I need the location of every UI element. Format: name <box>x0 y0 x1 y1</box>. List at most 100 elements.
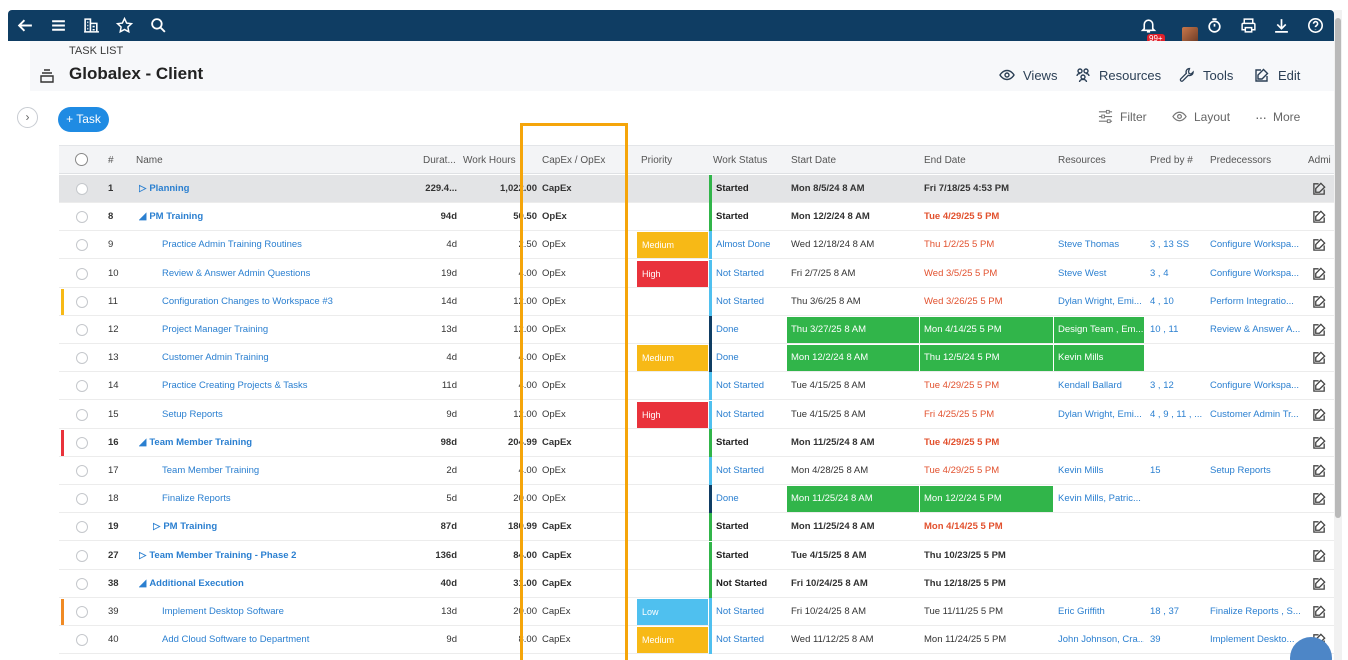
column-header-capex-opex[interactable]: CapEx / OpEx <box>542 155 606 166</box>
predecessors-cell[interactable]: Finalize Reports , S... <box>1210 606 1301 617</box>
row-edit-icon[interactable] <box>1312 548 1327 563</box>
work-status-cell[interactable]: Not Started <box>716 465 765 476</box>
task-name-link[interactable]: Configuration Changes to Workspace #3 <box>162 288 414 316</box>
capex-opex-cell[interactable]: OpEx <box>542 380 566 392</box>
tools-button[interactable]: Tools <box>1179 67 1233 83</box>
pred-by-cell[interactable]: 10 , 11 <box>1150 324 1179 335</box>
capex-opex-cell[interactable]: OpEx <box>542 352 566 364</box>
column-header-admin[interactable]: Admi <box>1308 155 1331 166</box>
end-date-cell[interactable]: Mon 4/14/25 5 PM <box>924 521 1003 533</box>
start-date-cell[interactable]: Thu 3/27/25 8 AM <box>791 324 866 335</box>
download-icon[interactable] <box>1272 16 1291 35</box>
notification-bell-icon[interactable] <box>1139 16 1158 35</box>
row-select-checkbox[interactable] <box>76 436 88 449</box>
end-date-cell[interactable]: Tue 4/29/25 5 PM <box>924 211 1000 223</box>
resources-cell[interactable]: Kevin Mills <box>1058 352 1104 364</box>
table-row[interactable]: 12 Project Manager Training 13d 12.00 OpEx Do… <box>59 316 1334 344</box>
pred-by-cell[interactable]: 4 , 9 , 11 , ... <box>1150 408 1203 420</box>
row-edit-icon[interactable] <box>1312 604 1327 619</box>
table-row[interactable]: 9 Practice Admin Training Routines 4d 2.50 O… <box>59 231 1334 260</box>
timer-icon[interactable] <box>1205 16 1224 35</box>
capex-opex-cell[interactable]: OpEx <box>542 465 566 476</box>
resources-cell[interactable]: Dylan Wright, Emi... <box>1058 295 1142 307</box>
row-edit-icon[interactable] <box>1312 491 1327 506</box>
column-header-pred-by[interactable]: Pred by # <box>1150 155 1193 166</box>
end-date-cell[interactable]: Mon 11/24/25 5 PM <box>924 634 1007 646</box>
column-header-resources[interactable]: Resources <box>1058 155 1106 166</box>
priority-badge[interactable]: Medium <box>637 345 708 372</box>
work-status-cell[interactable]: Almost Done <box>716 239 771 251</box>
predecessors-cell[interactable]: Setup Reports <box>1210 465 1271 476</box>
end-date-cell[interactable]: Mon 12/2/24 5 PM <box>924 493 1002 505</box>
task-name-link[interactable]: Practice Admin Training Routines <box>162 231 414 259</box>
capex-opex-cell[interactable]: CapEx <box>542 183 572 194</box>
capex-opex-cell[interactable]: OpEx <box>542 211 567 223</box>
end-date-cell[interactable]: Wed 3/5/25 5 PM <box>924 267 998 279</box>
start-date-cell[interactable]: Mon 11/25/24 8 AM <box>791 493 873 505</box>
user-avatar[interactable] <box>1182 27 1198 43</box>
capex-opex-cell[interactable]: CapEx <box>542 549 572 561</box>
work-status-cell[interactable]: Done <box>716 324 739 335</box>
row-select-checkbox[interactable] <box>76 493 88 506</box>
task-name-link[interactable]: Practice Creating Projects & Tasks <box>162 372 414 400</box>
star-icon[interactable] <box>115 16 134 35</box>
capex-opex-cell[interactable]: CapEx <box>542 634 571 646</box>
row-edit-icon[interactable] <box>1312 266 1327 281</box>
resources-cell[interactable]: Steve Thomas <box>1058 239 1120 251</box>
priority-badge[interactable]: Medium <box>637 232 708 259</box>
column-header-work-status[interactable]: Work Status <box>713 155 768 166</box>
predecessors-cell[interactable]: Configure Workspa... <box>1210 267 1300 279</box>
pred-by-cell[interactable]: 3 , 12 <box>1150 380 1174 392</box>
scrollbar-thumb[interactable] <box>1335 18 1341 518</box>
collapse-triangle-icon[interactable]: ◢ <box>139 211 147 223</box>
row-select-checkbox[interactable] <box>76 549 88 562</box>
work-status-cell[interactable]: Started <box>716 521 749 533</box>
end-date-cell[interactable]: Wed 3/26/25 5 PM <box>924 295 1003 307</box>
capex-opex-cell[interactable]: OpEx <box>542 239 566 251</box>
work-status-cell[interactable]: Started <box>716 183 749 194</box>
capex-opex-cell[interactable]: OpEx <box>542 408 566 420</box>
work-status-cell[interactable]: Not Started <box>716 606 765 617</box>
start-date-cell[interactable]: Mon 12/2/24 8 AM <box>791 211 870 223</box>
row-select-checkbox[interactable] <box>76 380 88 393</box>
task-name-link[interactable]: ▷ Team Member Training - Phase 2 <box>139 542 414 570</box>
help-assistant-bubble[interactable] <box>1290 637 1332 660</box>
resources-cell[interactable]: Eric Griffith <box>1058 606 1105 617</box>
search-icon[interactable] <box>149 16 168 35</box>
start-date-cell[interactable]: Mon 11/25/24 8 AM <box>791 521 875 533</box>
pred-by-cell[interactable]: 3 , 13 SS <box>1150 239 1190 251</box>
priority-badge[interactable]: Medium <box>637 627 708 654</box>
work-status-cell[interactable]: Not Started <box>716 267 765 279</box>
row-select-checkbox[interactable] <box>76 352 88 365</box>
table-row[interactable]: 39 Implement Desktop Software 13d 20.00 CapE… <box>59 598 1334 626</box>
start-date-cell[interactable]: Wed 12/18/24 8 AM <box>791 239 875 251</box>
table-row[interactable]: 27 ▷ Team Member Training - Phase 2 136d 84.… <box>59 541 1334 570</box>
resources-cell[interactable]: Dylan Wright, Emi... <box>1058 408 1142 420</box>
predecessors-cell[interactable]: Configure Workspa... <box>1210 380 1300 392</box>
row-edit-icon[interactable] <box>1312 407 1327 422</box>
start-date-cell[interactable]: Mon 12/2/24 8 AM <box>791 352 869 364</box>
row-edit-icon[interactable] <box>1312 350 1327 365</box>
print-icon[interactable] <box>1239 16 1258 35</box>
row-select-checkbox[interactable] <box>76 324 88 336</box>
table-row[interactable]: 11 Configuration Changes to Workspace #3 1… <box>59 287 1334 316</box>
column-header-num[interactable]: # <box>108 155 114 166</box>
work-status-cell[interactable]: Started <box>716 436 749 448</box>
start-date-cell[interactable]: Mon 4/28/25 8 AM <box>791 465 869 476</box>
predecessors-cell[interactable]: Configure Workspa... <box>1210 239 1300 251</box>
help-icon[interactable] <box>1306 16 1325 35</box>
end-date-cell[interactable]: Thu 12/5/24 5 PM <box>924 352 1000 364</box>
end-date-cell[interactable]: Thu 10/23/25 5 PM <box>924 549 1006 561</box>
capex-opex-cell[interactable]: CapEx <box>542 606 571 617</box>
capex-opex-cell[interactable]: CapEx <box>542 436 572 448</box>
more-button[interactable]: ··· More <box>1255 109 1300 125</box>
task-name-link[interactable]: Implement Desktop Software <box>162 598 414 626</box>
predecessors-cell[interactable]: Review & Answer A... <box>1210 324 1301 335</box>
column-header-end-date[interactable]: End Date <box>924 155 966 166</box>
collapse-triangle-icon[interactable]: ◢ <box>139 577 147 589</box>
collapse-triangle-icon[interactable]: ◢ <box>139 436 147 448</box>
table-row[interactable]: 40 Add Cloud Software to Department 9d 8.00… <box>59 626 1334 655</box>
add-task-button[interactable]: + Task <box>58 107 109 132</box>
work-status-cell[interactable]: Not Started <box>716 577 768 589</box>
row-select-checkbox[interactable] <box>76 606 88 618</box>
